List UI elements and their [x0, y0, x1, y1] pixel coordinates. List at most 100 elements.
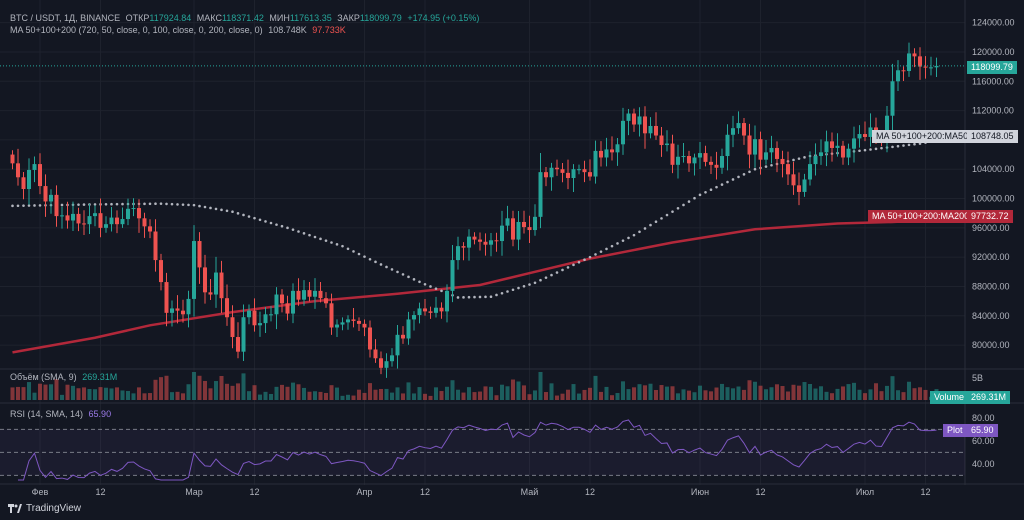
- candle-body: [65, 215, 70, 221]
- candle-body: [434, 307, 438, 313]
- volume-bar: [538, 372, 543, 400]
- volume-legend[interactable]: Объём (SMA, 9) 269.31M: [10, 372, 118, 382]
- volume-bar: [736, 386, 741, 400]
- ma50-point: [165, 202, 168, 206]
- volume-bar: [351, 395, 356, 400]
- volume-bar: [588, 387, 592, 400]
- candle-body: [742, 123, 746, 136]
- ma50-point: [121, 202, 124, 206]
- volume-bar: [258, 394, 262, 400]
- candle-body: [511, 218, 515, 240]
- volume-bar: [197, 375, 202, 400]
- ma50-point: [220, 208, 223, 212]
- volume-bar: [522, 385, 526, 400]
- ma50-point: [902, 144, 905, 147]
- volume-bar: [450, 380, 455, 400]
- volume-bar: [423, 393, 427, 400]
- candle-body: [824, 141, 829, 153]
- candle-body: [692, 157, 697, 164]
- candle-body: [863, 134, 867, 137]
- price-tick-label: 80000.00: [972, 340, 1010, 350]
- volume-bar: [115, 387, 119, 400]
- volume-bar: [714, 387, 719, 400]
- candle-body: [890, 81, 895, 116]
- ma50-point: [253, 216, 256, 220]
- volume-bar: [731, 388, 735, 400]
- candle-body: [230, 317, 235, 338]
- candle-body: [709, 161, 713, 165]
- volume-bar: [456, 389, 460, 400]
- volume-bar: [654, 389, 658, 400]
- tradingview-logo[interactable]: TradingView: [8, 503, 81, 514]
- ma50-point: [198, 204, 201, 208]
- ma50-point: [390, 268, 394, 271]
- candle-body: [115, 217, 119, 225]
- candle-body: [208, 292, 213, 295]
- symbol-title[interactable]: BTC / USDT, 1Д, BINANCE: [10, 13, 121, 23]
- volume-bar: [896, 390, 900, 400]
- candle-body: [335, 324, 339, 328]
- candle-body: [555, 167, 559, 170]
- ma50-point: [203, 205, 207, 209]
- ma50-point: [330, 241, 333, 244]
- ma50-point: [181, 203, 185, 206]
- candle-body: [698, 153, 702, 158]
- ma50-point: [374, 260, 377, 264]
- candle-body: [670, 143, 675, 165]
- volume-bar: [857, 389, 862, 400]
- candle-body: [10, 154, 15, 164]
- candle-body: [175, 308, 180, 311]
- candle-body: [522, 221, 526, 228]
- rsi-band: [0, 429, 965, 476]
- volume-bar: [511, 379, 515, 400]
- volume-bar: [571, 384, 576, 400]
- volume-bar: [406, 382, 411, 400]
- candle-body: [164, 282, 169, 313]
- candle-body: [357, 320, 361, 324]
- volume-bar: [698, 385, 702, 400]
- candle-body: [280, 294, 284, 304]
- candle-body: [274, 294, 279, 315]
- ma50-point: [335, 243, 339, 246]
- price-tick-label: 104000.00: [972, 164, 1015, 174]
- ma50-point: [396, 270, 399, 274]
- volume-bar: [368, 383, 372, 400]
- candle-body: [912, 53, 917, 57]
- price-tick-label: 88000.00: [972, 281, 1010, 291]
- candle-body: [93, 213, 97, 217]
- rsi-legend[interactable]: RSI (14, SMA, 14) 65.90: [10, 409, 112, 419]
- volume-bar: [549, 383, 554, 400]
- candle-body: [186, 298, 191, 315]
- volume-bar: [769, 387, 774, 400]
- volume-bar: [445, 386, 449, 400]
- candle-body: [373, 349, 378, 359]
- candle-body: [192, 241, 196, 299]
- volume-bar: [830, 393, 834, 400]
- time-tick-label: 12: [755, 487, 765, 497]
- candle-body: [120, 219, 125, 225]
- volume-tick-label: 5B: [972, 373, 983, 383]
- candle-body: [318, 290, 323, 299]
- candle-body: [907, 53, 911, 72]
- time-tick-label: 12: [920, 487, 930, 497]
- volume-bar: [214, 381, 218, 400]
- volume-bar: [148, 393, 152, 400]
- volume-bar: [164, 375, 169, 400]
- volume-bar: [417, 387, 422, 400]
- volume-bar: [868, 389, 873, 400]
- ma50-point: [352, 250, 355, 253]
- tradingview-icon: [8, 503, 22, 513]
- candle-body: [868, 127, 873, 137]
- candle-body: [676, 156, 680, 165]
- volume-bar: [692, 392, 697, 400]
- candle-body: [764, 152, 768, 160]
- candle-body: [214, 272, 218, 295]
- candle-body: [104, 224, 108, 228]
- volume-bar: [923, 389, 928, 400]
- ma-legend[interactable]: MA 50+100+200 (720, 50, close, 0, 100, c…: [10, 25, 346, 35]
- ma50-point: [379, 263, 383, 266]
- price-tick-label: 100000.00: [972, 194, 1015, 204]
- volume-bar: [93, 389, 97, 400]
- volume-bar: [159, 377, 163, 400]
